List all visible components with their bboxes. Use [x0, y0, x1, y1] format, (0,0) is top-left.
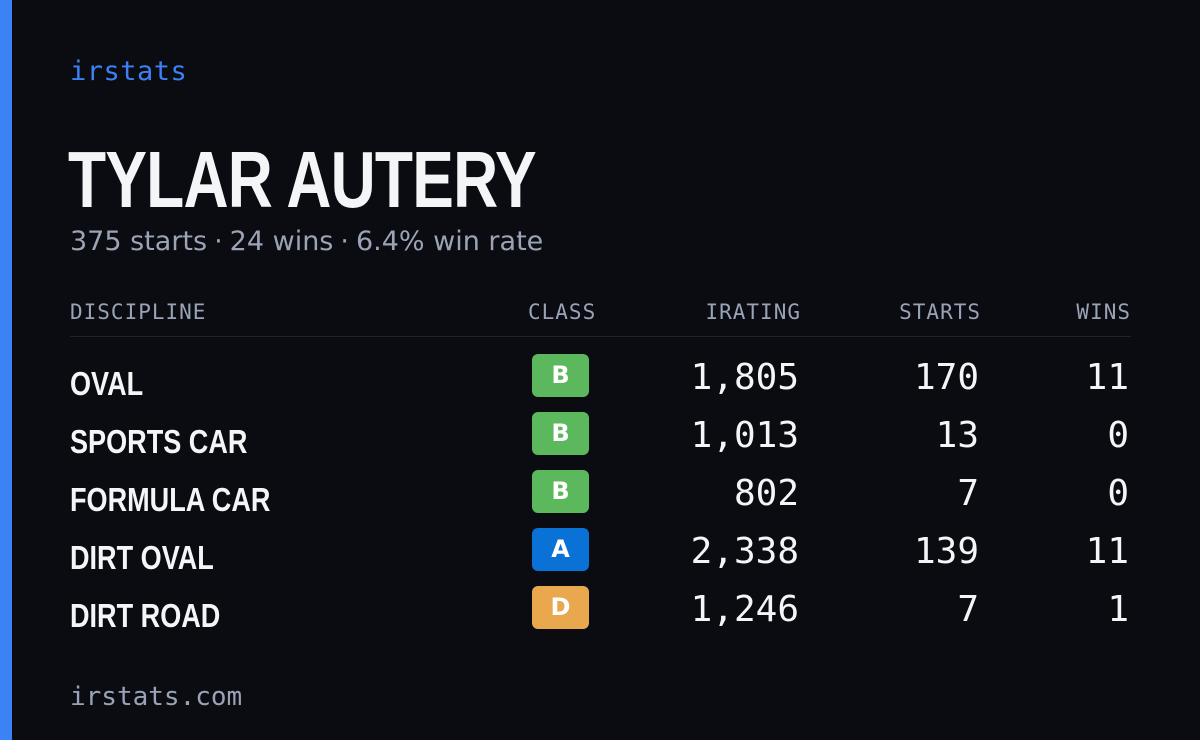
- class-badge: B: [532, 354, 589, 397]
- row-discipline: DIRT ROAD: [70, 597, 221, 634]
- summary-wins: 24 wins: [229, 226, 334, 257]
- row-starts: 170: [913, 357, 979, 398]
- row-starts: 7: [957, 473, 979, 514]
- row-irating: 802: [733, 473, 799, 514]
- table-row: SPORTS CAR B 1,013 13 0: [70, 408, 1131, 466]
- row-irating: 1,805: [690, 357, 799, 398]
- summary-separator: ·: [214, 226, 223, 257]
- row-starts: 13: [935, 415, 979, 456]
- row-wins: 0: [1107, 415, 1129, 456]
- row-discipline: SPORTS CAR: [70, 423, 248, 460]
- class-badge: D: [532, 586, 589, 629]
- discipline-table: OVAL B 1,805 170 11 SPORTS CAR B 1,013 1…: [70, 350, 1131, 640]
- class-badge: A: [532, 528, 589, 571]
- table-row: DIRT OVAL A 2,338 139 11: [70, 524, 1131, 582]
- row-irating: 2,338: [690, 531, 799, 572]
- header-wins: WINS: [1076, 300, 1131, 324]
- row-wins: 11: [1085, 357, 1129, 398]
- table-row: DIRT ROAD D 1,246 7 1: [70, 582, 1131, 640]
- footer-url: irstats.com: [70, 682, 243, 712]
- summary-win-rate: 6.4% win rate: [355, 226, 544, 257]
- summary-starts: 375 starts: [70, 226, 208, 257]
- table-header: DISCIPLINE CLASS IRATING STARTS WINS: [70, 300, 1131, 337]
- header-irating: IRATING: [705, 300, 801, 324]
- row-starts: 139: [913, 531, 979, 572]
- row-discipline: DIRT OVAL: [70, 539, 214, 576]
- row-irating: 1,013: [690, 415, 799, 456]
- header-starts: STARTS: [899, 300, 981, 324]
- row-wins: 0: [1107, 473, 1129, 514]
- row-wins: 1: [1107, 589, 1129, 630]
- class-badge: B: [532, 412, 589, 455]
- summary-separator: ·: [340, 226, 349, 257]
- driver-name: TYLAR AUTERY: [68, 135, 537, 224]
- row-starts: 7: [957, 589, 979, 630]
- header-class: CLASS: [528, 300, 597, 324]
- row-irating: 1,246: [690, 589, 799, 630]
- row-wins: 11: [1085, 531, 1129, 572]
- driver-summary: 375 starts · 24 wins · 6.4% win rate: [70, 226, 543, 257]
- table-row: OVAL B 1,805 170 11: [70, 350, 1131, 408]
- brand-logo-text: irstats: [70, 56, 188, 87]
- header-discipline: DISCIPLINE: [70, 300, 207, 324]
- row-discipline: FORMULA CAR: [70, 481, 271, 518]
- accent-bar: [0, 0, 12, 740]
- row-discipline: OVAL: [70, 365, 144, 402]
- class-badge: B: [532, 470, 589, 513]
- table-row: FORMULA CAR B 802 7 0: [70, 466, 1131, 524]
